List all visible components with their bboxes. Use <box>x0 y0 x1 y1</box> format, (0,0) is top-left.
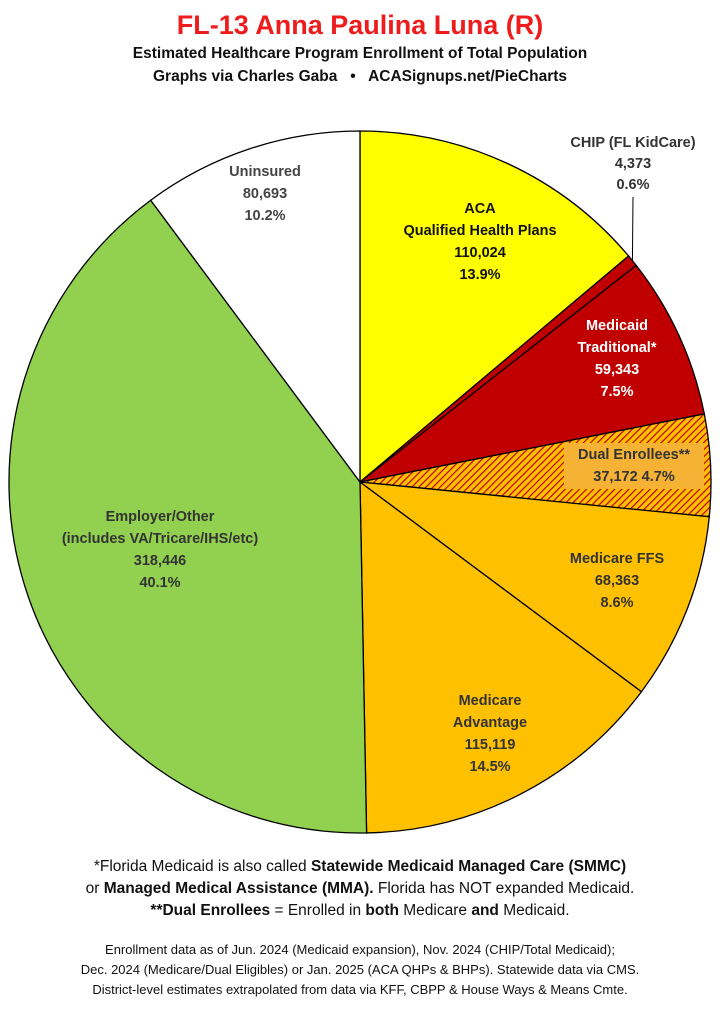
footnote-bold: Statewide Medicaid Managed Care (SMMC) <box>310 858 627 875</box>
label-uninsured: Uninsured 80,693 10.2% <box>229 164 301 224</box>
slice-aca-qualified-health-plans <box>359 130 630 484</box>
dual-enrollees-label-box <box>564 443 704 489</box>
footnote-text: Florida has NOT expanded Medicaid. <box>373 880 635 897</box>
label-employer-other-includes-va-tricare-ihs-etc: Employer/Other (includes VA/Tricare/IHS/e… <box>62 509 259 591</box>
slice-medicaid-traditional <box>359 264 706 483</box>
footnote-text: or <box>85 880 104 897</box>
slice-medicare-ffs <box>357 481 710 693</box>
chart-subtitle: Estimated Healthcare Program Enrollment … <box>132 45 588 62</box>
label-chip-fl-kidcare: CHIP (FL KidCare) 4,373 0.6% <box>570 135 695 193</box>
footnote-text: Medicaid. <box>498 902 570 919</box>
footnote-line-1: *Florida Medicaid is also called Statewi… <box>0 856 720 878</box>
pie-slices <box>8 130 712 834</box>
label-aca-qualified-health-plans: ACA Qualified Health Plans 110,024 13.9% <box>403 201 556 283</box>
header: FL-13 Anna Paulina Luna (R) Estimated He… <box>0 0 720 88</box>
footnote-bold: and <box>471 902 499 919</box>
chip-leader-line <box>631 196 634 261</box>
source-line-2: Dec. 2024 (Medicare/Dual Eligibles) or J… <box>80 962 640 977</box>
footnote-line-3: **Dual Enrollees = Enrolled in both Medi… <box>0 900 720 922</box>
slice-uninsured <box>149 130 361 484</box>
chart-title: FL-13 Anna Paulina Luna (R) <box>176 10 544 40</box>
footnote-text: Medicare <box>398 902 472 919</box>
source-line-3: District-level estimates extrapolated fr… <box>92 982 628 997</box>
credit-separator: • <box>350 68 356 85</box>
label-medicare-advantage: Medicare Advantage 115,119 14.5% <box>453 693 527 775</box>
footnote-bold: **Dual Enrollees <box>150 902 271 919</box>
sources: Enrollment data as of Jun. 2024 (Medicai… <box>0 940 720 1000</box>
credit-line: Graphs via Charles Gaba • ACASignups.net… <box>0 65 720 88</box>
source-line-1: Enrollment data as of Jun. 2024 (Medicai… <box>105 942 615 957</box>
credit-left: Graphs via Charles Gaba <box>152 68 338 85</box>
slice-employer-other-includes-va-tricare-ihs-etc <box>8 199 368 834</box>
label-dual-enrollees: Dual Enrollees** 37,172 4.7% <box>578 447 690 485</box>
footnote-bold: Managed Medical Assistance (MMA). <box>103 880 374 897</box>
pie-labels: ACA Qualified Health Plans 110,024 13.9%CHI… <box>62 135 704 775</box>
slice-medicare-advantage <box>359 480 643 834</box>
footnote-line-2: or Managed Medical Assistance (MMA). Flo… <box>0 878 720 900</box>
footnote-text: = Enrolled in <box>270 902 366 919</box>
footnote-text: *Florida Medicaid is also called <box>93 858 311 875</box>
credit-right: ACASignups.net/PieCharts <box>368 68 568 85</box>
label-medicare-ffs: Medicare FFS 68,363 8.6% <box>570 551 665 611</box>
label-medicaid-traditional: Medicaid Traditional* 59,343 7.5% <box>578 318 657 400</box>
footnotes: *Florida Medicaid is also called Statewi… <box>0 856 720 922</box>
pie-chart: ACA Qualified Health Plans 110,024 13.9%CHI… <box>8 130 712 834</box>
footnote-bold: both <box>365 902 399 919</box>
